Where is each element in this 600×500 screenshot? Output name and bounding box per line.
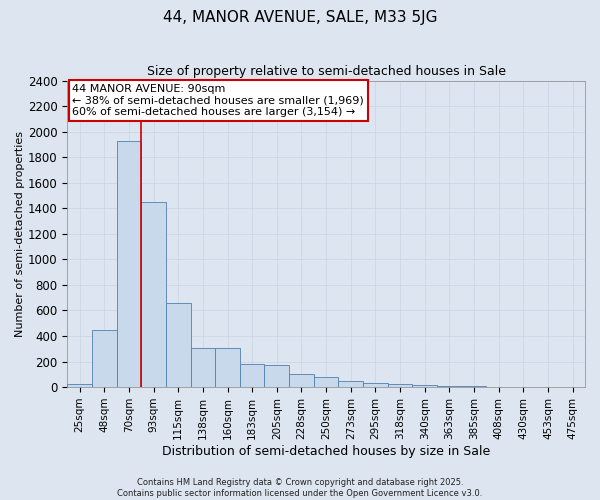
X-axis label: Distribution of semi-detached houses by size in Sale: Distribution of semi-detached houses by … — [162, 444, 490, 458]
Bar — [338, 380, 363, 387]
Text: 44, MANOR AVENUE, SALE, M33 5JG: 44, MANOR AVENUE, SALE, M33 5JG — [163, 10, 437, 25]
Bar — [67, 384, 92, 387]
Bar — [388, 384, 412, 387]
Y-axis label: Number of semi-detached properties: Number of semi-detached properties — [15, 131, 25, 337]
Bar — [363, 382, 388, 387]
Text: Contains HM Land Registry data © Crown copyright and database right 2025.
Contai: Contains HM Land Registry data © Crown c… — [118, 478, 482, 498]
Bar — [289, 374, 314, 387]
Bar — [314, 377, 338, 387]
Bar — [462, 386, 487, 387]
Bar — [116, 140, 141, 387]
Bar — [215, 348, 240, 387]
Title: Size of property relative to semi-detached houses in Sale: Size of property relative to semi-detach… — [146, 65, 506, 78]
Bar — [141, 202, 166, 387]
Bar — [191, 348, 215, 387]
Bar — [437, 386, 462, 387]
Bar — [265, 364, 289, 387]
Bar — [166, 303, 191, 387]
Bar — [240, 364, 265, 387]
Bar — [92, 330, 116, 387]
Bar — [412, 385, 437, 387]
Text: 44 MANOR AVENUE: 90sqm
← 38% of semi-detached houses are smaller (1,969)
60% of : 44 MANOR AVENUE: 90sqm ← 38% of semi-det… — [73, 84, 364, 117]
